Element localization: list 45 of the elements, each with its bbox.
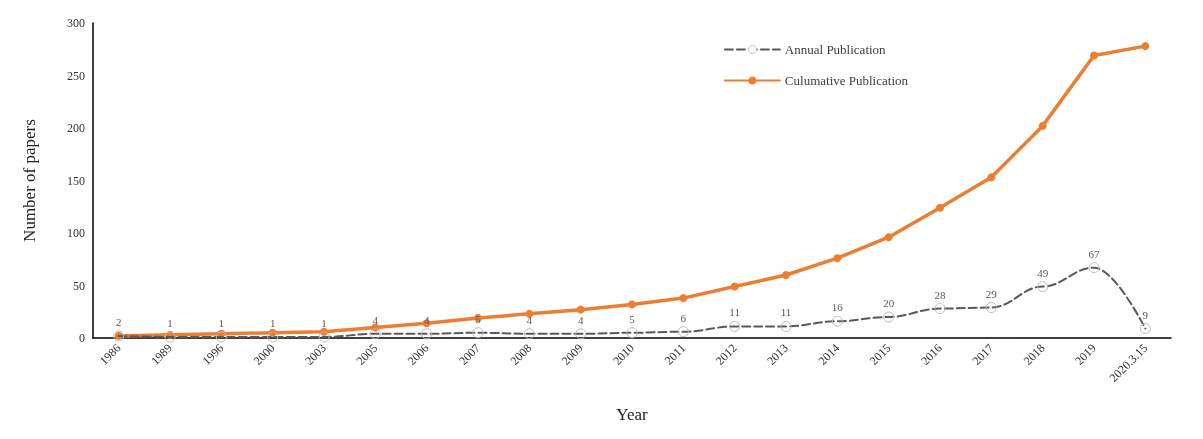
point xyxy=(576,305,585,314)
data-label: 4 xyxy=(526,313,533,326)
point xyxy=(1090,51,1098,60)
x-tick-label: 2011 xyxy=(661,341,689,368)
point xyxy=(628,300,636,309)
data-label: 6 xyxy=(680,311,687,324)
point xyxy=(679,294,688,303)
point xyxy=(1141,42,1150,51)
data-label: 28 xyxy=(934,288,946,301)
data-label: 20 xyxy=(883,297,895,309)
data-label: 1 xyxy=(218,316,225,329)
y-tick-label: 250 xyxy=(67,68,85,83)
data-label: 11 xyxy=(729,306,740,319)
x-axis-title: Year xyxy=(616,405,648,424)
data-label: 16 xyxy=(831,301,844,314)
point xyxy=(987,173,996,182)
data-label: 11 xyxy=(780,306,792,319)
y-tick-label: 0 xyxy=(79,331,85,345)
legend-label: Annual Publication xyxy=(784,42,887,57)
y-tick-label: 150 xyxy=(67,173,85,188)
y-axis-title: Number of papers xyxy=(20,119,39,242)
data-label: 1 xyxy=(269,316,276,329)
point xyxy=(884,233,893,242)
point xyxy=(525,309,534,318)
data-label: 29 xyxy=(985,287,998,300)
y-tick-label: 300 xyxy=(67,16,85,30)
data-label: 5 xyxy=(629,312,636,325)
y-tick-label: 200 xyxy=(67,121,85,135)
y-tick-label: 50 xyxy=(73,278,85,293)
data-label: 67 xyxy=(1088,247,1100,260)
legend-label: Culumative Publication xyxy=(784,73,909,88)
y-tick-label: 100 xyxy=(67,226,85,240)
point xyxy=(730,282,739,291)
data-label: 2 xyxy=(115,315,122,328)
data-label: 4 xyxy=(372,313,379,326)
point xyxy=(1038,121,1047,130)
point xyxy=(782,271,790,279)
data-label: 1 xyxy=(321,316,327,329)
data-label: 4 xyxy=(577,313,584,326)
point xyxy=(936,203,944,212)
data-label: 49 xyxy=(1037,266,1049,279)
data-label: 5 xyxy=(475,312,482,325)
data-label: 9 xyxy=(1142,308,1149,321)
data-label: 1 xyxy=(167,316,173,329)
point xyxy=(833,254,842,263)
